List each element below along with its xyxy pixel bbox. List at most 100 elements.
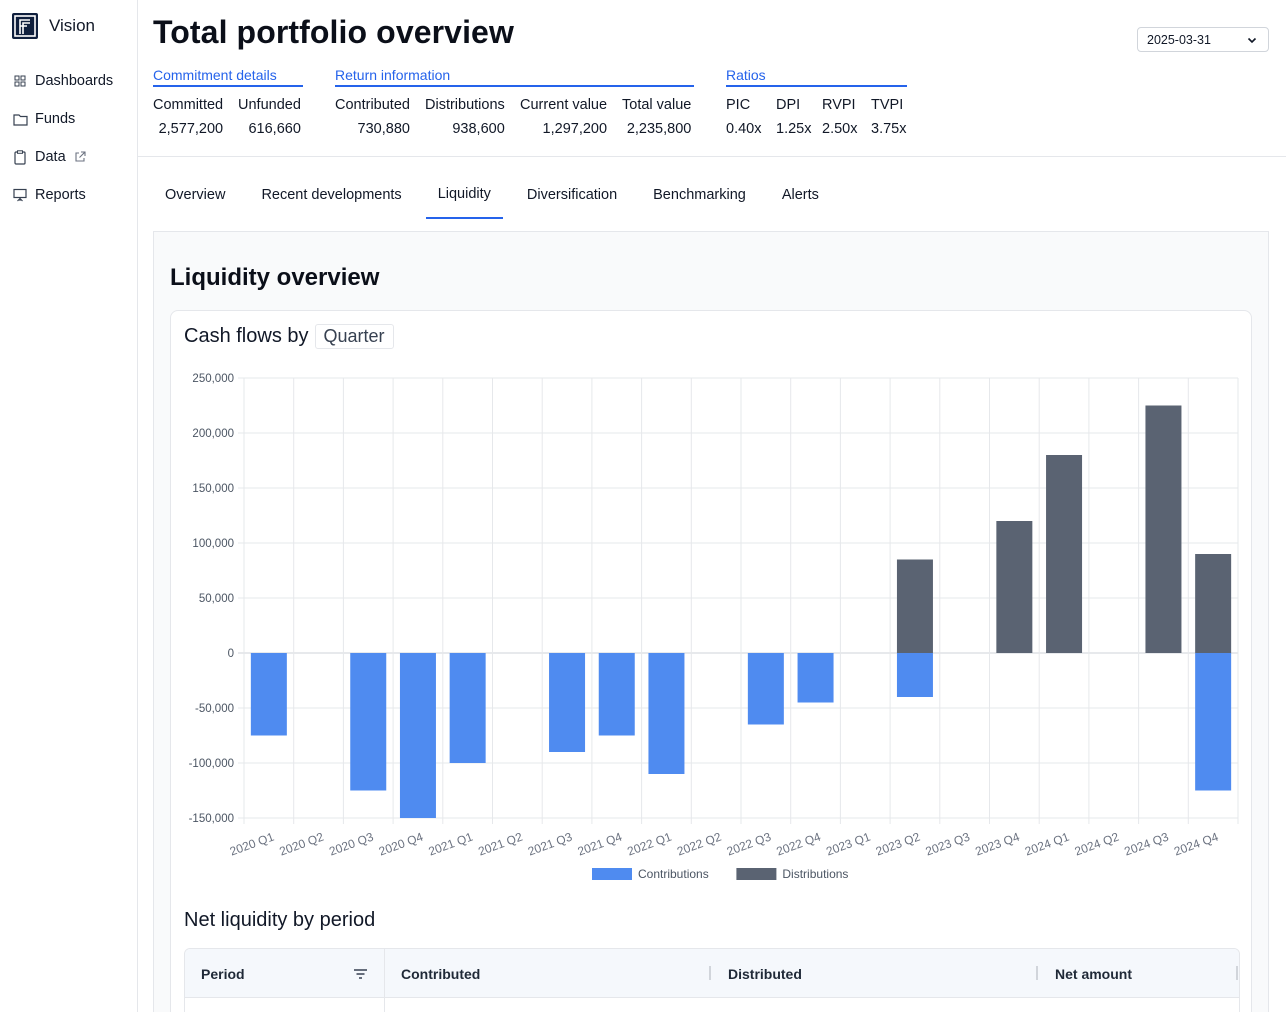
folder-icon: [12, 111, 28, 127]
th-distributed[interactable]: Distributed: [728, 966, 802, 982]
tab-liquidity[interactable]: Liquidity: [425, 172, 503, 219]
metric-label: DPI: [776, 97, 801, 113]
y-tick-label: -100,000: [189, 758, 234, 770]
x-tick-label: 2023 Q2: [874, 830, 922, 859]
contributions-bar: [797, 653, 834, 703]
metric-value: 2.50x: [822, 121, 858, 137]
metric-label: Unfunded: [238, 97, 301, 113]
metric-value: 616,660: [248, 121, 301, 137]
metric-contributed: Contributed 730,880: [335, 97, 410, 137]
distributions-bar: [896, 559, 933, 653]
sidebar-item-label: Dashboards: [35, 73, 114, 89]
commitment-details-group: Commitment details Committed 2,577,200 U…: [153, 67, 303, 137]
metric-unfunded: Unfunded 616,660: [238, 97, 301, 137]
liquidity-panel: Liquidity overview 250,000 200,000 150,000…: [153, 231, 1269, 1012]
metric-label: Distributions: [425, 97, 505, 113]
tab-recent-developments[interactable]: Recent developments: [261, 187, 402, 203]
y-tick-label: 0: [228, 648, 234, 660]
y-tick-label: 200,000: [192, 428, 234, 440]
external-link-icon: [74, 151, 86, 163]
sidebar-item-dashboards[interactable]: Dashboards: [0, 62, 137, 100]
x-tick-label: 2021 Q1: [427, 830, 475, 859]
tab-bar: Overview Recent developments Liquidity D…: [153, 172, 843, 219]
metric-distributions: Distributions 938,600: [425, 97, 505, 137]
y-tick-label: 100,000: [192, 538, 234, 550]
x-tick-label: 2020 Q4: [377, 830, 425, 859]
x-tick-label: 2020 Q1: [228, 830, 276, 859]
filter-icon[interactable]: [353, 967, 368, 985]
brand[interactable]: Vision: [12, 13, 95, 39]
contributions-bar: [250, 653, 287, 736]
metric-label: Current value: [520, 97, 608, 113]
y-tick-label: 150,000: [192, 483, 234, 495]
y-tick-label: 50,000: [199, 593, 234, 605]
tab-overview[interactable]: Overview: [165, 187, 226, 203]
x-tick-label: 2020 Q2: [278, 830, 326, 859]
contributions-bar: [549, 653, 586, 752]
column-divider: [384, 949, 385, 997]
x-tick-label: 2024 Q4: [1172, 830, 1220, 859]
contributions-bar: [1195, 653, 1232, 791]
sidebar-item-label: Data: [35, 149, 66, 165]
x-tick-label: 2021 Q4: [576, 830, 624, 859]
x-tick-label: 2020 Q3: [327, 830, 375, 859]
column-resize-handle[interactable]: [709, 966, 711, 980]
x-tick-label: 2022 Q1: [625, 830, 673, 859]
metric-tvpi: TVPI 3.75x: [871, 97, 906, 137]
column-resize-handle[interactable]: [1036, 966, 1038, 980]
tab-benchmarking[interactable]: Benchmarking: [653, 187, 746, 203]
column-resize-handle[interactable]: [1236, 966, 1238, 980]
metric-value: 3.75x: [871, 121, 907, 137]
x-tick-label: 2023 Q1: [824, 830, 872, 859]
commitment-details-link[interactable]: Commitment details: [153, 67, 303, 87]
x-tick-label: 2022 Q4: [775, 830, 823, 859]
tab-diversification[interactable]: Diversification: [526, 187, 618, 203]
metric-pic: PIC 0.40x: [726, 97, 761, 137]
x-tick-label: 2021 Q2: [476, 830, 524, 859]
chevron-down-icon: [1246, 34, 1258, 49]
y-tick-label: -50,000: [195, 703, 234, 715]
page-title: Total portfolio overview: [153, 14, 514, 50]
contributions-bar: [350, 653, 387, 791]
contributions-bar: [747, 653, 784, 725]
date-select[interactable]: 2025-03-31: [1137, 27, 1269, 52]
th-period[interactable]: Period: [201, 966, 245, 982]
cashflow-chart: 250,000 200,000 150,000 100,000 50,000 0 -50,0…: [189, 373, 1239, 881]
th-net-amount[interactable]: Net amount: [1055, 966, 1132, 982]
x-tick-label: 2021 Q3: [526, 830, 574, 859]
metric-total-value: Total value 2,235,800: [622, 97, 691, 137]
dashboard-grid-icon: [12, 73, 28, 89]
metric-value: 0.40x: [726, 121, 762, 137]
return-information-link[interactable]: Return information: [335, 67, 694, 87]
metric-value: 1,297,200: [542, 121, 608, 137]
metric-label: Total value: [622, 97, 692, 113]
metric-value: 730,880: [357, 121, 410, 137]
contributions-bar: [598, 653, 635, 736]
distributions-bar: [1145, 405, 1182, 653]
sidebar-item-reports[interactable]: Reports: [0, 176, 137, 214]
tab-alerts[interactable]: Alerts: [781, 187, 819, 203]
metric-label: PIC: [726, 97, 751, 113]
clipboard-icon: [12, 149, 28, 165]
ratios-group: Ratios PIC 0.40x DPI 1.25x RVPI 2.50x TV…: [726, 67, 907, 137]
legend-label: Contributions: [638, 867, 709, 881]
metric-current-value: Current value 1,297,200: [520, 97, 607, 137]
metric-label: Contributed: [335, 97, 410, 113]
metric-rvpi: RVPI 2.50x: [822, 97, 857, 137]
sidebar: Vision Dashboards Funds Data: [0, 0, 138, 1012]
metric-value: 938,600: [452, 121, 505, 137]
period-select[interactable]: Quarter: [314, 324, 394, 349]
liquidity-title: Liquidity overview: [170, 264, 380, 291]
distributions-bar: [1195, 554, 1232, 653]
contributions-bar: [896, 653, 933, 697]
distributions-bar: [1046, 455, 1083, 653]
ratios-link[interactable]: Ratios: [726, 67, 907, 87]
sidebar-item-label: Reports: [35, 187, 86, 203]
net-liquidity-title: Net liquidity by period: [184, 909, 376, 931]
sidebar-item-funds[interactable]: Funds: [0, 100, 137, 138]
cashflow-header: Cash flows by Quarter: [184, 324, 394, 349]
sidebar-item-data[interactable]: Data: [0, 138, 137, 176]
th-contributed[interactable]: Contributed: [401, 966, 481, 982]
x-tick-label: 2024 Q1: [1023, 830, 1071, 859]
sidebar-item-label: Funds: [35, 111, 76, 127]
